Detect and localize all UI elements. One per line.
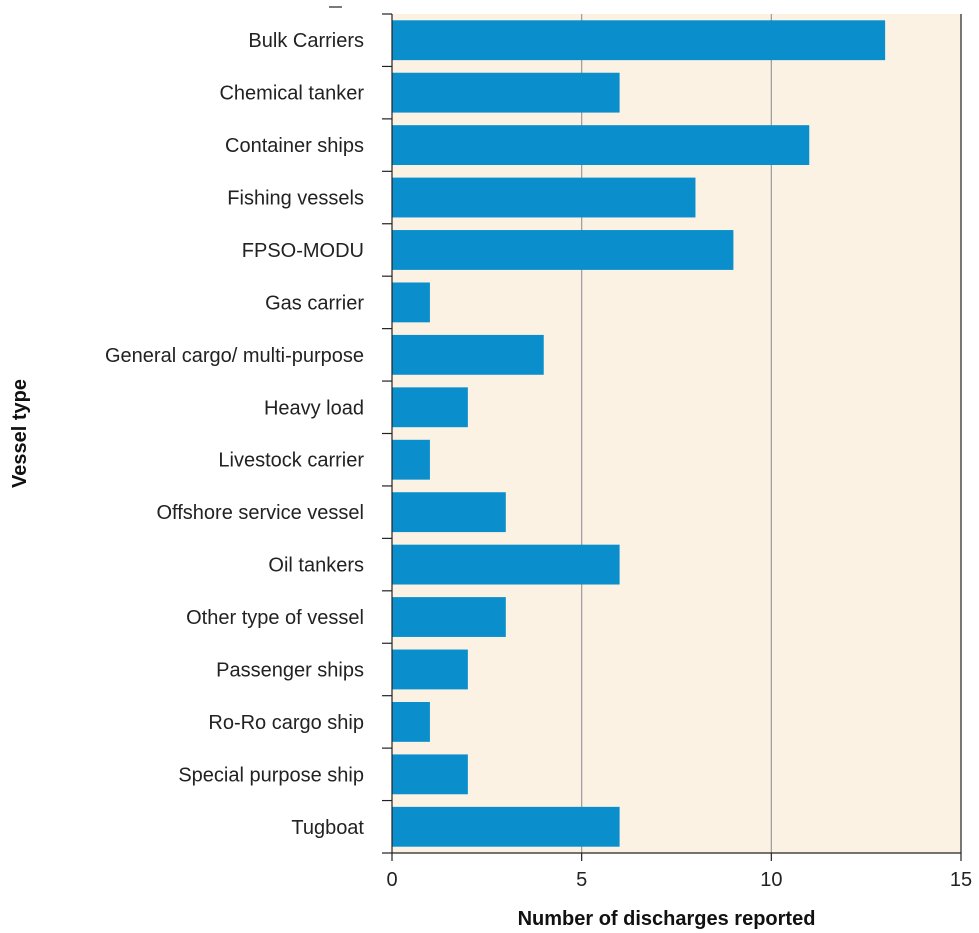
bar-3: [392, 177, 696, 218]
bar-6: [392, 334, 544, 375]
category-label: Ro-Ro cargo ship: [208, 712, 364, 734]
x-tick-labels: 0 5 10 15: [386, 869, 972, 891]
x-tick-label: 5: [576, 869, 587, 891]
category-label: Fishing vessels: [227, 188, 364, 210]
bar-12: [392, 649, 468, 690]
category-label: Heavy load: [264, 397, 364, 419]
bar-10: [392, 544, 620, 585]
bar-8: [392, 439, 430, 480]
category-label: Livestock carrier: [218, 450, 364, 472]
category-label: Bulk Carriers: [248, 30, 364, 52]
category-label: Passenger ships: [216, 659, 364, 681]
x-tick-label: 15: [950, 869, 972, 891]
category-label: FPSO-MODU: [242, 240, 364, 262]
x-tick-label: 0: [386, 869, 397, 891]
bar-4: [392, 230, 734, 270]
category-label: Chemical tanker: [219, 83, 364, 105]
category-label: Gas carrier: [265, 292, 364, 314]
axes: [329, 6, 962, 861]
category-label: Offshore service vessel: [157, 502, 365, 524]
bar-13: [392, 701, 430, 742]
bar-9: [392, 492, 506, 533]
bars: [392, 20, 886, 847]
bar-1: [392, 72, 620, 113]
bar-15: [392, 806, 620, 847]
category-label: Oil tankers: [268, 555, 364, 577]
category-label: General cargo/ multi-purpose: [105, 345, 364, 367]
category-label: Other type of vessel: [186, 607, 364, 629]
x-tick-label: 10: [760, 869, 782, 891]
bar-5: [392, 282, 430, 323]
bar-11: [392, 597, 506, 637]
bar-7: [392, 387, 468, 428]
bar-14: [392, 754, 468, 795]
category-labels: Bulk Carriers Chemical tanker Container sh…: [105, 30, 364, 839]
category-label: Special purpose ship: [178, 764, 364, 786]
x-axis-title: Number of discharges reported: [518, 908, 816, 930]
bar-0: [392, 20, 886, 61]
category-label: Container ships: [225, 135, 364, 157]
bar-2: [392, 125, 810, 166]
y-axis-title: Vessel type: [9, 379, 31, 488]
category-label: Tugboat: [291, 817, 364, 839]
